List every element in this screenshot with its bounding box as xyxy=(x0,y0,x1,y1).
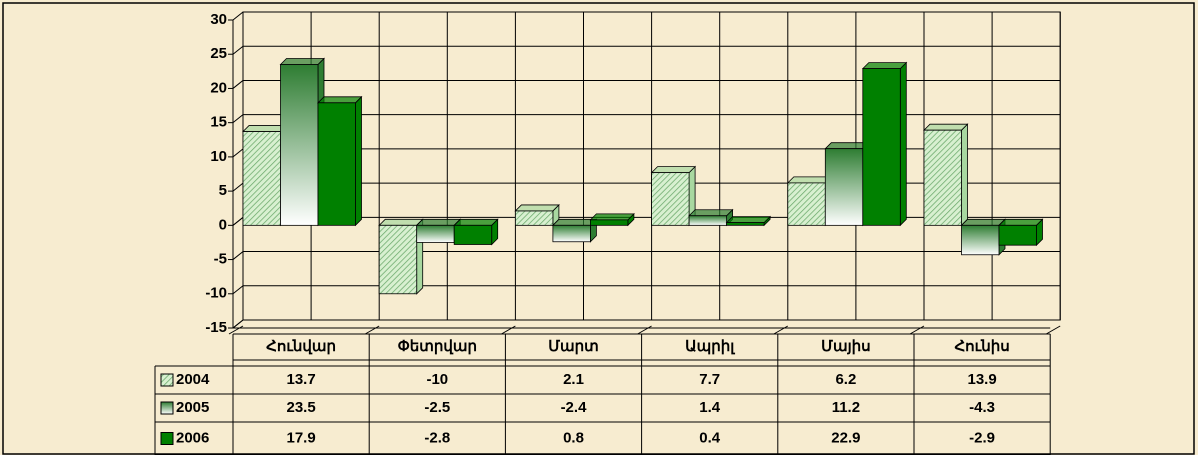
table-value: 13.7 xyxy=(286,371,315,388)
bar-side xyxy=(355,95,362,227)
x-tick-label: Հունվար xyxy=(266,338,336,355)
bar xyxy=(862,68,901,226)
x-tick-label: Հունիս xyxy=(954,338,1009,355)
bar xyxy=(242,131,281,226)
bar xyxy=(378,224,418,295)
bar xyxy=(552,224,591,243)
bar-top xyxy=(589,213,635,221)
table-value: 17.9 xyxy=(286,429,315,446)
y-tick-label: 10 xyxy=(210,148,227,165)
bar xyxy=(590,219,629,226)
x-tick-label: Ապրիլ xyxy=(685,338,735,355)
x-tick xyxy=(501,325,516,335)
table-value: 13.9 xyxy=(967,371,996,388)
bar-side xyxy=(899,61,907,227)
bar-top xyxy=(688,209,734,217)
bar-top xyxy=(650,166,697,174)
x-tick-label: Մայիս xyxy=(821,338,871,355)
table-value: 11.2 xyxy=(832,399,860,416)
grid-line xyxy=(232,45,244,55)
table-value: 7.7 xyxy=(699,371,720,388)
bar xyxy=(961,224,1000,256)
x-tick xyxy=(637,325,652,335)
table-value: -2.8 xyxy=(424,429,450,446)
legend-label: 2004 xyxy=(176,371,210,388)
y-tick-label: -5 xyxy=(214,251,227,268)
table-value: -2.5 xyxy=(424,399,450,416)
bar-top xyxy=(279,58,325,65)
y-tick-label: -10 xyxy=(205,285,227,302)
legend-key xyxy=(160,432,174,445)
grid-line xyxy=(232,148,244,158)
bar-top xyxy=(824,142,870,150)
x-tick xyxy=(909,325,925,335)
grid-line xyxy=(232,251,244,260)
bar-top xyxy=(453,218,499,226)
bar-top xyxy=(998,218,1044,226)
bar xyxy=(923,129,962,226)
bar xyxy=(787,182,826,226)
table-value: -2.9 xyxy=(969,429,995,446)
grid-line xyxy=(232,114,244,124)
bar-top xyxy=(415,218,462,226)
table-value: 23.5 xyxy=(286,399,315,416)
y-tick-label: 25 xyxy=(210,45,227,62)
x-tick xyxy=(228,325,244,335)
zero-line xyxy=(232,216,244,226)
x-tick xyxy=(1045,325,1061,335)
table-value: 6.2 xyxy=(835,371,856,388)
legend-label: 2006 xyxy=(176,429,209,446)
grid-line xyxy=(232,11,244,21)
bar-top xyxy=(378,218,424,226)
bar-top xyxy=(923,123,969,131)
table-value: -4.3 xyxy=(969,399,995,416)
x-tick-label: Փետրվար xyxy=(398,338,477,355)
table-value: -10 xyxy=(426,371,448,388)
table-value: 2.1 xyxy=(563,371,584,388)
bar-top xyxy=(861,62,908,69)
bar xyxy=(280,64,319,226)
bar-top xyxy=(725,216,772,223)
y-tick-label: 15 xyxy=(210,114,227,131)
x-axis-floor xyxy=(232,319,244,329)
bar-side xyxy=(961,123,968,227)
bar xyxy=(998,224,1037,246)
y-tick-label: 5 xyxy=(219,182,227,199)
table-value: 1.4 xyxy=(699,399,721,416)
bar-top xyxy=(242,125,288,132)
bar xyxy=(688,215,727,226)
bar xyxy=(317,102,356,226)
y-tick-label: 20 xyxy=(210,79,227,96)
legend-label: 2005 xyxy=(176,399,209,416)
legend-key xyxy=(160,401,174,415)
bar-top xyxy=(317,96,363,104)
bar-top xyxy=(786,176,833,184)
y-tick-label: 30 xyxy=(210,11,227,28)
table-value: 22.9 xyxy=(831,429,860,446)
x-tick xyxy=(364,325,380,335)
bar-top xyxy=(960,218,1006,226)
y-tick-label: 0 xyxy=(219,216,227,233)
table-value: 0.8 xyxy=(563,429,584,446)
bar xyxy=(416,224,455,243)
grid-line xyxy=(232,80,244,89)
grid-line xyxy=(232,285,244,295)
bar xyxy=(824,148,864,226)
bar xyxy=(651,172,690,226)
x-tick xyxy=(773,325,789,335)
grid-line xyxy=(232,182,244,192)
legend-key xyxy=(160,373,174,387)
table-value: 0.4 xyxy=(699,429,721,446)
y-tick-label: -15 xyxy=(205,319,227,336)
table-value: -2.4 xyxy=(561,399,588,416)
bar xyxy=(726,222,765,226)
bar xyxy=(515,210,554,226)
bar xyxy=(453,224,493,245)
x-tick-label: Մարտ xyxy=(548,338,599,355)
bar-top xyxy=(514,204,560,212)
